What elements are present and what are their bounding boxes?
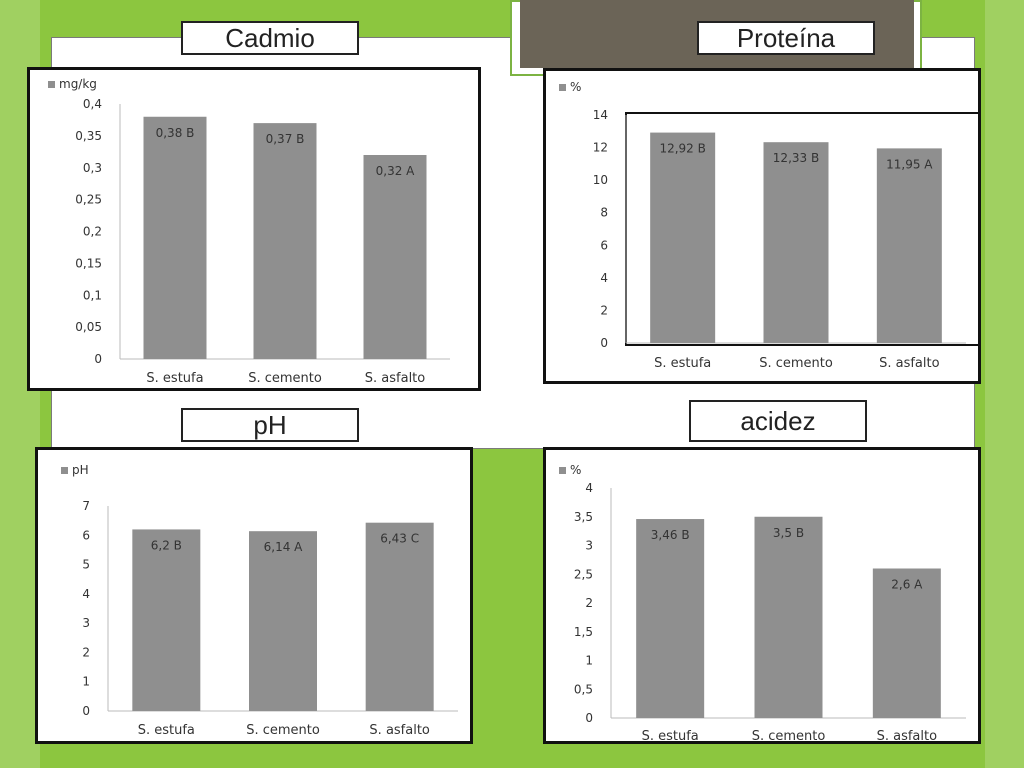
chart-cadmio: mg/kg 0 0,05 0,1 0,15 0,2 0,25 0,3 0,35 0,4 0,38 B… (27, 67, 481, 391)
chart-acidez-svg: % 0 0,5 1 1,5 2 2,5 3 3,5 4 3,46 B S. estufa 3,5 B S.… (559, 463, 966, 741)
y-tick-label: 2 (585, 596, 593, 610)
x-tick-label: S. cemento (752, 729, 826, 741)
y-tick-label: 1,5 (574, 625, 593, 639)
legend-label: % (570, 80, 581, 94)
data-label: 2,6 A (891, 578, 923, 592)
legend-label: pH (72, 463, 89, 477)
bar (872, 568, 941, 718)
legend-swatch (559, 467, 566, 474)
data-label: 0,38 B (156, 126, 195, 140)
y-tick-label: 0 (585, 711, 593, 725)
data-label: 12,33 B (773, 151, 819, 165)
legend: pH (61, 463, 89, 477)
bar (754, 516, 823, 718)
y-tick-label: 10 (593, 173, 608, 187)
x-tick-label: S. asfalto (877, 729, 938, 741)
y-tick-label: 5 (82, 558, 90, 572)
data-label: 6,43 C (380, 532, 419, 546)
y-tick-label: 1 (82, 675, 90, 689)
x-tick-label: S. asfalto (369, 723, 430, 738)
legend: % (559, 463, 581, 477)
chart-ph-svg: pH 0 1 2 3 4 5 6 7 6,2 B S. estufa 6,14 A S. cemento… (61, 463, 458, 738)
y-tick-label: 2,5 (574, 567, 593, 581)
bar (249, 531, 317, 711)
data-label: 3,46 B (651, 528, 690, 542)
legend-swatch (61, 467, 68, 474)
y-tick-label: 3 (585, 539, 593, 553)
chart-proteina: % 0 2 4 6 8 10 12 14 12,92 B S. estufa 12,33 B S. ce… (543, 68, 981, 384)
title-cadmio: Cadmio (181, 21, 359, 55)
x-tick-label: S. estufa (642, 729, 699, 741)
y-tick-label: 0 (600, 336, 608, 350)
y-tick-label: 4 (600, 271, 608, 285)
legend-swatch (559, 84, 566, 91)
bar (365, 522, 434, 711)
x-tick-label: S. estufa (146, 371, 203, 386)
chart-acidez: % 0 0,5 1 1,5 2 2,5 3 3,5 4 3,46 B S. estufa 3,5 B S.… (543, 447, 981, 744)
y-tick-label: 0,15 (75, 256, 102, 270)
title-proteina: Proteína (697, 21, 875, 55)
y-tick-label: 6 (600, 238, 608, 252)
y-tick-label: 0,05 (75, 320, 102, 334)
y-tick-label: 4 (82, 587, 90, 601)
x-tick-label: S. cemento (759, 356, 833, 371)
bar (143, 116, 207, 359)
bar (763, 142, 829, 343)
legend-label: mg/kg (59, 77, 97, 91)
data-label: 0,32 A (376, 164, 416, 178)
y-tick-label: 0,4 (83, 97, 102, 111)
x-tick-label: S. cemento (248, 371, 322, 386)
legend: mg/kg (48, 77, 97, 91)
bar (363, 155, 427, 359)
x-tick-label: S. estufa (138, 723, 195, 738)
y-tick-label: 0 (82, 704, 90, 718)
background-stripe (985, 0, 1024, 768)
y-tick-label: 6 (82, 528, 90, 542)
y-tick-label: 7 (82, 499, 90, 513)
x-tick-label: S. asfalto (365, 371, 426, 386)
y-tick-label: 1 (585, 654, 593, 668)
y-tick-label: 0,1 (83, 288, 102, 302)
chart-ph: pH 0 1 2 3 4 5 6 7 6,2 B S. estufa 6,14 A S. cemento… (35, 447, 473, 744)
y-tick-label: 0,25 (75, 193, 102, 207)
bar (650, 132, 716, 343)
y-tick-label: 3,5 (574, 510, 593, 524)
chart-cadmio-svg: mg/kg 0 0,05 0,1 0,15 0,2 0,25 0,3 0,35 0,4 0,38 B… (48, 77, 450, 386)
y-tick-label: 0 (94, 352, 102, 366)
y-tick-label: 2 (82, 645, 90, 659)
data-label: 0,37 B (266, 132, 305, 146)
x-tick-label: S. estufa (654, 356, 711, 371)
data-label: 6,14 A (264, 540, 304, 554)
bar (253, 123, 317, 359)
chart-proteina-svg: % 0 2 4 6 8 10 12 14 12,92 B S. estufa 12,33 B S. ce… (559, 80, 978, 371)
title-acidez: acidez (689, 400, 867, 442)
y-tick-label: 8 (600, 206, 608, 220)
legend: % (559, 80, 581, 94)
title-ph: pH (181, 408, 359, 442)
data-label: 6,2 B (151, 538, 182, 552)
data-label: 3,5 B (773, 526, 804, 540)
bar (132, 529, 201, 711)
data-label: 11,95 A (886, 157, 933, 171)
y-tick-label: 3 (82, 616, 90, 630)
y-tick-label: 2 (600, 303, 608, 317)
data-label: 12,92 B (659, 142, 705, 156)
y-tick-label: 0,3 (83, 161, 102, 175)
x-tick-label: S. cemento (246, 723, 320, 738)
bar (636, 519, 705, 718)
y-tick-label: 0,2 (83, 225, 102, 239)
y-tick-label: 4 (585, 481, 593, 495)
x-tick-label: S. asfalto (879, 356, 940, 371)
legend-swatch (48, 81, 55, 88)
y-tick-label: 12 (593, 141, 608, 155)
legend-label: % (570, 463, 581, 477)
y-tick-label: 0,35 (75, 129, 102, 143)
bar (876, 148, 942, 343)
y-tick-label: 14 (593, 108, 608, 122)
y-tick-label: 0,5 (574, 682, 593, 696)
